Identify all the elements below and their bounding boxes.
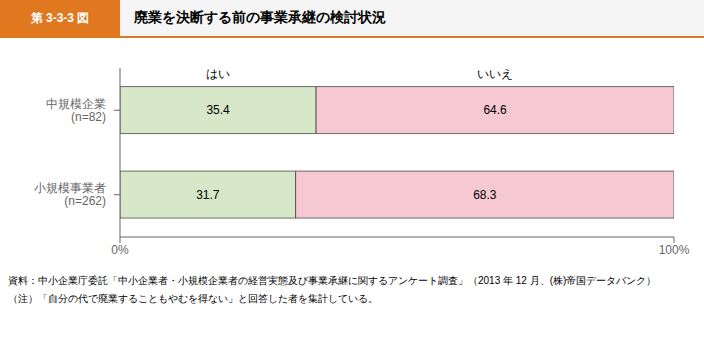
svg-text:100%: 100% (659, 243, 690, 257)
html-text:廃業を決断する前の事業承継の検討状況: 廃業を決断する前の事業承継の検討状況 (134, 9, 386, 25)
svg-text:はい: はい (206, 67, 230, 81)
svg-text:35.4: 35.4 (206, 103, 230, 117)
html-text:第 3-3-3 図: 第 3-3-3 図 (30, 10, 90, 25)
svg-text:68.3: 68.3 (473, 188, 497, 202)
svg-text:いいえ: いいえ (477, 67, 513, 81)
svg-text:31.7: 31.7 (196, 188, 220, 202)
svg-text:中規模企業(n=82): 中規模企業(n=82) (46, 97, 106, 124)
html-text:（注）「自分の代で廃業することもやむを得ない」と回答した者を: （注）「自分の代で廃業することもやむを得ない」と回答した者を集計している。 (8, 293, 378, 304)
svg-text:小規模事業者(n=262): 小規模事業者(n=262) (34, 181, 106, 208)
svg-text:0%: 0% (111, 243, 129, 257)
svg-text:64.6: 64.6 (483, 103, 507, 117)
html-text:資料：中小企業庁委託「中小企業者・小規模企業者の経営実態及び: 資料：中小企業庁委託「中小企業者・小規模企業者の経営実態及び事業承継に関するアン… (8, 275, 657, 286)
